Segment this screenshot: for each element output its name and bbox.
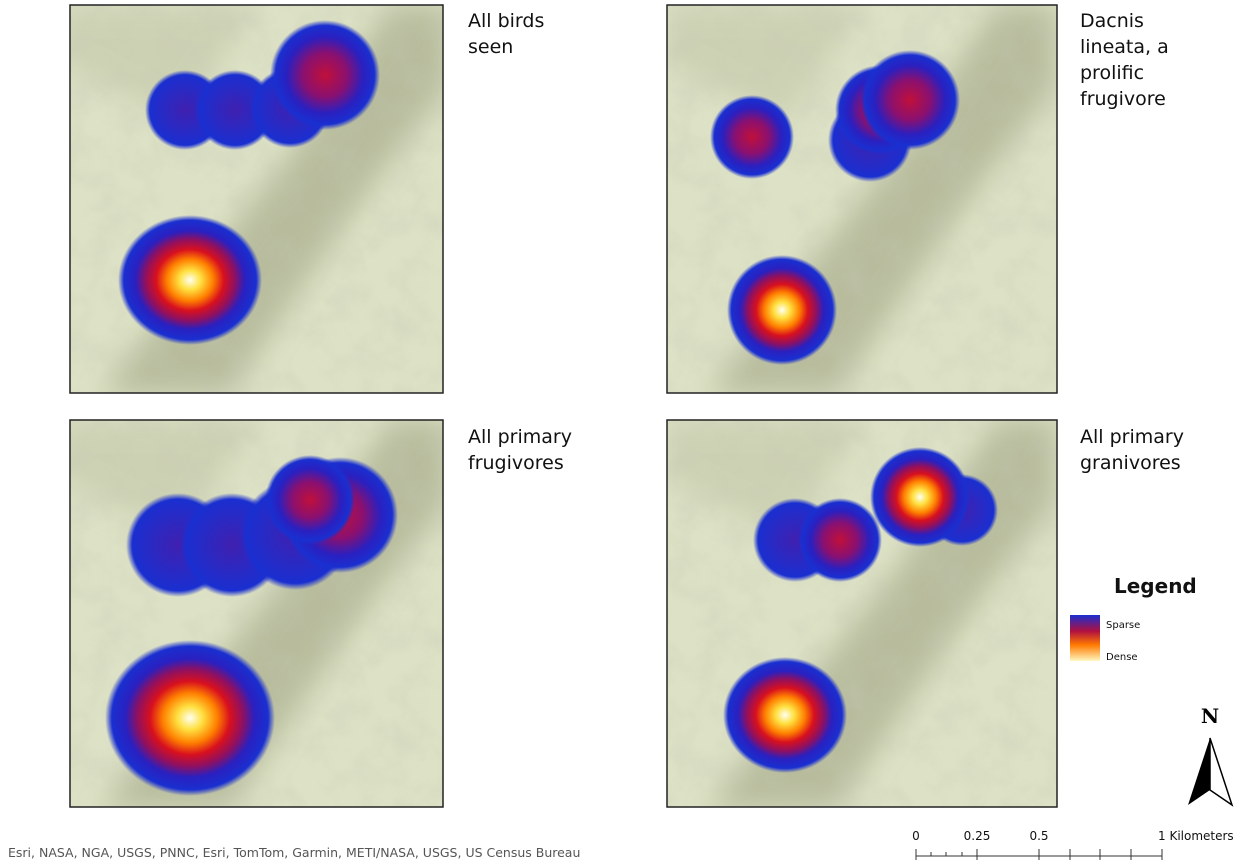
scale-bar: 0 0.25 0.5 1 Kilometers — [912, 829, 1234, 860]
legend: Legend Sparse Dense — [1070, 574, 1197, 663]
map-panel — [667, 5, 1057, 395]
legend-label: Sparse — [1106, 620, 1140, 631]
scale-label: 0.25 — [964, 829, 991, 843]
map-panel — [60, 420, 450, 810]
map-panel — [60, 5, 450, 395]
legend-title: Legend — [1114, 574, 1197, 598]
attribution: Esri, NASA, NGA, USGS, PNNC, Esri, TomTo… — [8, 845, 580, 860]
scale-label: 0.5 — [1029, 829, 1048, 843]
scale-label: 0 — [912, 829, 920, 843]
scale-label: 1 Kilometers — [1158, 829, 1234, 843]
legend-label: Dense — [1106, 652, 1138, 663]
north-arrow: N — [1188, 704, 1232, 805]
map-panel — [667, 420, 1057, 810]
north-label: N — [1201, 704, 1219, 728]
figure: All birdsseen Dacnislineata, a prolificf… — [0, 0, 1257, 863]
